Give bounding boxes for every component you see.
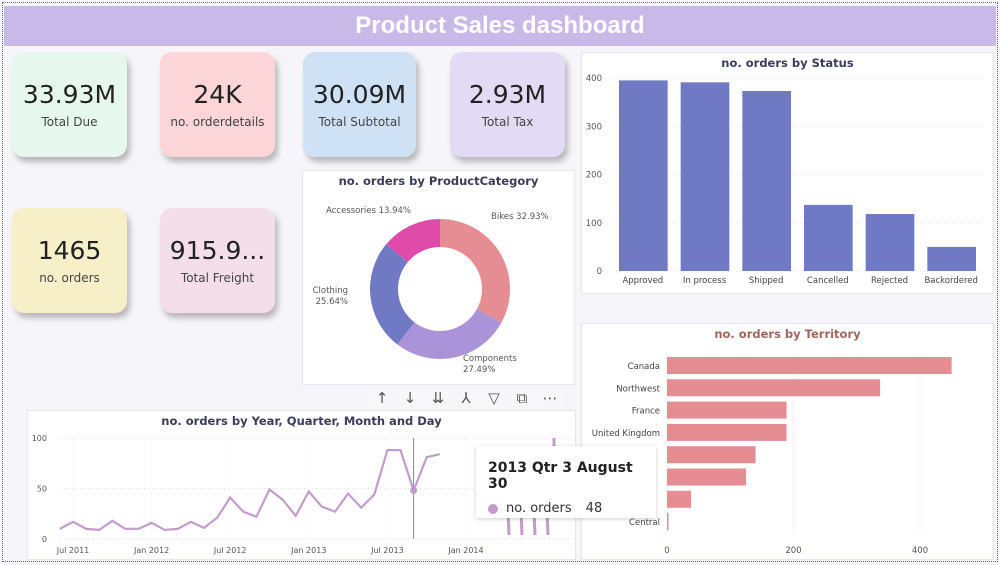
kpi-label: Total Due bbox=[41, 115, 98, 129]
y-tick-label: Northwest bbox=[616, 384, 660, 394]
x-tick-label: 400 bbox=[912, 546, 928, 556]
territory-bar-chart[interactable]: no. orders by Territory 0 200 400 Canada Nor… bbox=[581, 323, 994, 560]
label-name: Clothing bbox=[313, 286, 348, 296]
kpi-value: 915.9... bbox=[169, 236, 266, 265]
chart-title: no. orders by Year, Quarter, Month and D… bbox=[161, 414, 442, 428]
label-pct: 27.49% bbox=[463, 365, 495, 375]
bar bbox=[865, 214, 915, 271]
y-tick-label: 100 bbox=[32, 434, 47, 443]
page-title: Product Sales dashboard bbox=[355, 12, 645, 39]
kpi-value: 24K bbox=[193, 80, 242, 109]
donut-slice bbox=[397, 309, 502, 359]
x-tick-label: Shipped bbox=[749, 276, 784, 286]
arrow-down-icon[interactable]: ↓ bbox=[398, 388, 422, 408]
chart-title: no. orders by ProductCategory bbox=[338, 174, 539, 188]
kpi-label: no. orders bbox=[39, 271, 100, 285]
focus-mode-icon[interactable]: ⧉ bbox=[510, 388, 534, 408]
donut-slice bbox=[386, 219, 440, 263]
bar bbox=[667, 357, 952, 374]
kpi-label: Total Subtotal bbox=[318, 115, 401, 129]
slice-label: Components 27.49% bbox=[463, 354, 517, 375]
bar bbox=[667, 446, 756, 464]
chart-title: no. orders by Status bbox=[721, 56, 854, 70]
filter-icon[interactable]: ▽ bbox=[482, 388, 506, 408]
chart-title: no. orders by Territory bbox=[714, 327, 861, 341]
tooltip-value: 48 bbox=[585, 501, 603, 516]
series-line bbox=[59, 449, 441, 532]
visual-toolbar: ↑ ↓ ⇊ ⅄ ▽ ⧉ ⋯ bbox=[370, 388, 562, 408]
kpi-card[interactable]: 2.93M Total Tax bbox=[450, 52, 565, 157]
kpi-card[interactable]: 30.09M Total Subtotal bbox=[303, 52, 416, 157]
slice-label: Accessories 13.94% bbox=[326, 206, 411, 216]
bar bbox=[927, 246, 976, 271]
x-tick-label: Backordered bbox=[924, 276, 977, 286]
y-tick-label: 300 bbox=[586, 122, 602, 132]
y-tick-label: 400 bbox=[586, 74, 602, 84]
kpi-value: 1465 bbox=[37, 236, 102, 265]
y-tick-label: 0 bbox=[42, 535, 47, 544]
y-tick-label: France bbox=[632, 407, 660, 417]
y-tick-label: 100 bbox=[586, 219, 602, 229]
tooltip-series: no. orders bbox=[506, 501, 572, 516]
bar bbox=[619, 80, 668, 271]
x-tick-label: Approved bbox=[622, 276, 663, 286]
y-tick-label: Canada bbox=[628, 362, 660, 372]
donut-slice bbox=[440, 219, 510, 323]
x-tick-label: Rejected bbox=[871, 276, 908, 286]
y-tick-label: United Kingdom bbox=[592, 429, 660, 439]
hover-point bbox=[410, 487, 418, 495]
bar bbox=[804, 204, 853, 271]
orders-line-chart[interactable]: no. orders by Year, Quarter, Month and D… bbox=[27, 410, 576, 560]
kpi-card[interactable]: 24K no. orderdetails bbox=[160, 52, 275, 157]
y-tick-label: 50 bbox=[37, 485, 47, 494]
bar bbox=[667, 513, 669, 531]
x-tick-label: Cancelled bbox=[807, 276, 849, 286]
arrow-up-icon[interactable]: ↑ bbox=[370, 388, 394, 408]
bar bbox=[667, 379, 881, 397]
status-bar-chart[interactable]: no. orders by Status 0 100 200 300 400 Approv… bbox=[581, 52, 994, 294]
header-banner: Product Sales dashboard bbox=[4, 6, 996, 46]
series-dot-icon bbox=[488, 503, 498, 514]
tooltip-title: 2013 Qtr 3 August 30 bbox=[488, 460, 633, 492]
bar bbox=[667, 468, 747, 486]
x-tick-label: Jan 2013 bbox=[290, 546, 326, 555]
bar bbox=[667, 401, 787, 419]
kpi-label: Total Freight bbox=[180, 271, 255, 285]
x-tick-label: Jul 2011 bbox=[56, 546, 90, 555]
kpi-card[interactable]: 33.93M Total Due bbox=[12, 52, 127, 157]
kpi-label: Total Tax bbox=[481, 115, 534, 129]
donut-slice bbox=[370, 244, 415, 345]
double-arrow-down-icon[interactable]: ⇊ bbox=[426, 388, 450, 408]
slice-label: Clothing 25.64% bbox=[313, 286, 348, 307]
x-tick-label: In process bbox=[683, 276, 727, 286]
kpi-label: no. orderdetails bbox=[170, 115, 265, 129]
y-tick-label: 0 bbox=[597, 267, 602, 277]
x-tick-label: Jan 2012 bbox=[133, 546, 169, 555]
bar bbox=[667, 423, 787, 441]
category-donut-chart[interactable]: no. orders by ProductCategory Bikes 32.9… bbox=[302, 170, 575, 385]
y-tick-label: Central bbox=[629, 518, 660, 528]
y-tick-label: 200 bbox=[586, 171, 602, 181]
more-options-icon[interactable]: ⋯ bbox=[538, 388, 562, 408]
x-tick-label: 200 bbox=[785, 546, 801, 556]
chart-tooltip: 2013 Qtr 3 August 30 no. orders 48 bbox=[476, 446, 656, 518]
x-tick-label: Jul 2012 bbox=[213, 546, 247, 555]
bar bbox=[742, 91, 791, 271]
x-tick-label: 0 bbox=[664, 546, 669, 556]
bar bbox=[667, 490, 692, 508]
x-tick-label: Jan 2014 bbox=[447, 546, 483, 555]
label-name: Components bbox=[463, 354, 517, 364]
label-pct: 25.64% bbox=[316, 297, 348, 307]
x-tick-label: Jul 2013 bbox=[370, 546, 404, 555]
kpi-value: 2.93M bbox=[468, 80, 547, 109]
bar bbox=[680, 82, 730, 271]
expand-hierarchy-icon[interactable]: ⅄ bbox=[454, 388, 478, 408]
kpi-value: 30.09M bbox=[312, 80, 407, 109]
kpi-value: 33.93M bbox=[22, 80, 117, 109]
kpi-card[interactable]: 1465 no. orders bbox=[12, 208, 127, 313]
kpi-card[interactable]: 915.9... Total Freight bbox=[160, 208, 275, 313]
slice-label: Bikes 32.93% bbox=[491, 212, 549, 222]
